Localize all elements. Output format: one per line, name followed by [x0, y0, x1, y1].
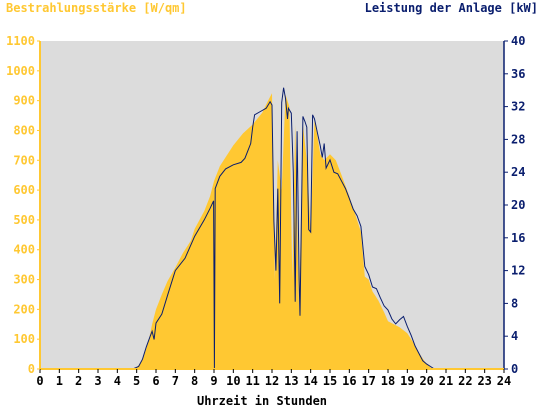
- left-tick-label: 200: [13, 302, 35, 316]
- left-tick-label: 1000: [6, 64, 35, 78]
- right-tick-label: 8: [511, 296, 518, 310]
- x-tick-label: 6: [152, 374, 159, 388]
- power-series: [40, 87, 504, 370]
- x-tick-label: 3: [94, 374, 101, 388]
- power-line: [40, 87, 504, 370]
- x-tick-label: 21: [439, 374, 453, 388]
- right-tick-label: 0: [511, 362, 518, 376]
- right-y-axis-ticks: 0 4 8 12 16 20 24 28 32 36 40: [504, 34, 525, 376]
- right-tick-label: 16: [511, 231, 525, 245]
- x-tick-label: 16: [342, 374, 356, 388]
- x-tick-label: 24: [497, 374, 511, 388]
- x-axis-title: Uhrzeit in Stunden: [197, 394, 327, 408]
- left-tick-label: 500: [13, 213, 35, 227]
- x-tick-label: 10: [226, 374, 240, 388]
- right-tick-label: 24: [511, 165, 525, 179]
- left-tick-label: 900: [13, 94, 35, 108]
- x-tick-label: 22: [458, 374, 472, 388]
- left-tick-label: 100: [13, 332, 35, 346]
- left-tick-label: 400: [13, 243, 35, 257]
- x-tick-label: 1: [56, 374, 63, 388]
- x-tick-label: 18: [381, 374, 395, 388]
- x-axis-ticks: 0 1 2 3 4 5 6 7 8 9 10 11 12 13 14 15 16 17 18 19 20 21 22 23 24: [36, 369, 511, 388]
- left-tick-label: 0: [28, 362, 35, 376]
- right-tick-label: 40: [511, 34, 525, 48]
- left-y-axis-ticks: 0 100 200 300 400 500 600 700 800 900 1000 1100: [6, 34, 40, 376]
- irradiance-series: [40, 93, 504, 369]
- x-tick-label: 4: [114, 374, 121, 388]
- x-tick-label: 5: [133, 374, 140, 388]
- right-tick-label: 20: [511, 198, 525, 212]
- right-tick-label: 32: [511, 100, 525, 114]
- x-tick-label: 2: [75, 374, 82, 388]
- right-tick-label: 12: [511, 264, 525, 278]
- x-tick-label: 8: [191, 374, 198, 388]
- x-tick-label: 7: [172, 374, 179, 388]
- left-tick-label: 800: [13, 123, 35, 137]
- right-axis-title: Leistung der Anlage [kW]: [365, 1, 538, 15]
- x-tick-label: 9: [210, 374, 217, 388]
- x-tick-label: 13: [284, 374, 298, 388]
- x-tick-label: 0: [36, 374, 43, 388]
- right-tick-label: 28: [511, 132, 525, 146]
- x-tick-label: 17: [361, 374, 375, 388]
- x-tick-label: 19: [400, 374, 414, 388]
- x-tick-label: 15: [323, 374, 337, 388]
- x-tick-label: 20: [419, 374, 433, 388]
- left-tick-label: 1100: [6, 34, 35, 48]
- right-tick-label: 36: [511, 67, 525, 81]
- left-tick-label: 700: [13, 153, 35, 167]
- x-tick-label: 23: [477, 374, 491, 388]
- irradiance-area: [40, 93, 504, 369]
- left-tick-label: 600: [13, 183, 35, 197]
- left-tick-label: 300: [13, 273, 35, 287]
- x-tick-label: 11: [245, 374, 259, 388]
- left-axis-title: Bestrahlungsstärke [W/qm]: [6, 1, 187, 15]
- x-tick-label: 14: [303, 374, 317, 388]
- right-tick-label: 4: [511, 329, 518, 343]
- x-tick-label: 12: [265, 374, 279, 388]
